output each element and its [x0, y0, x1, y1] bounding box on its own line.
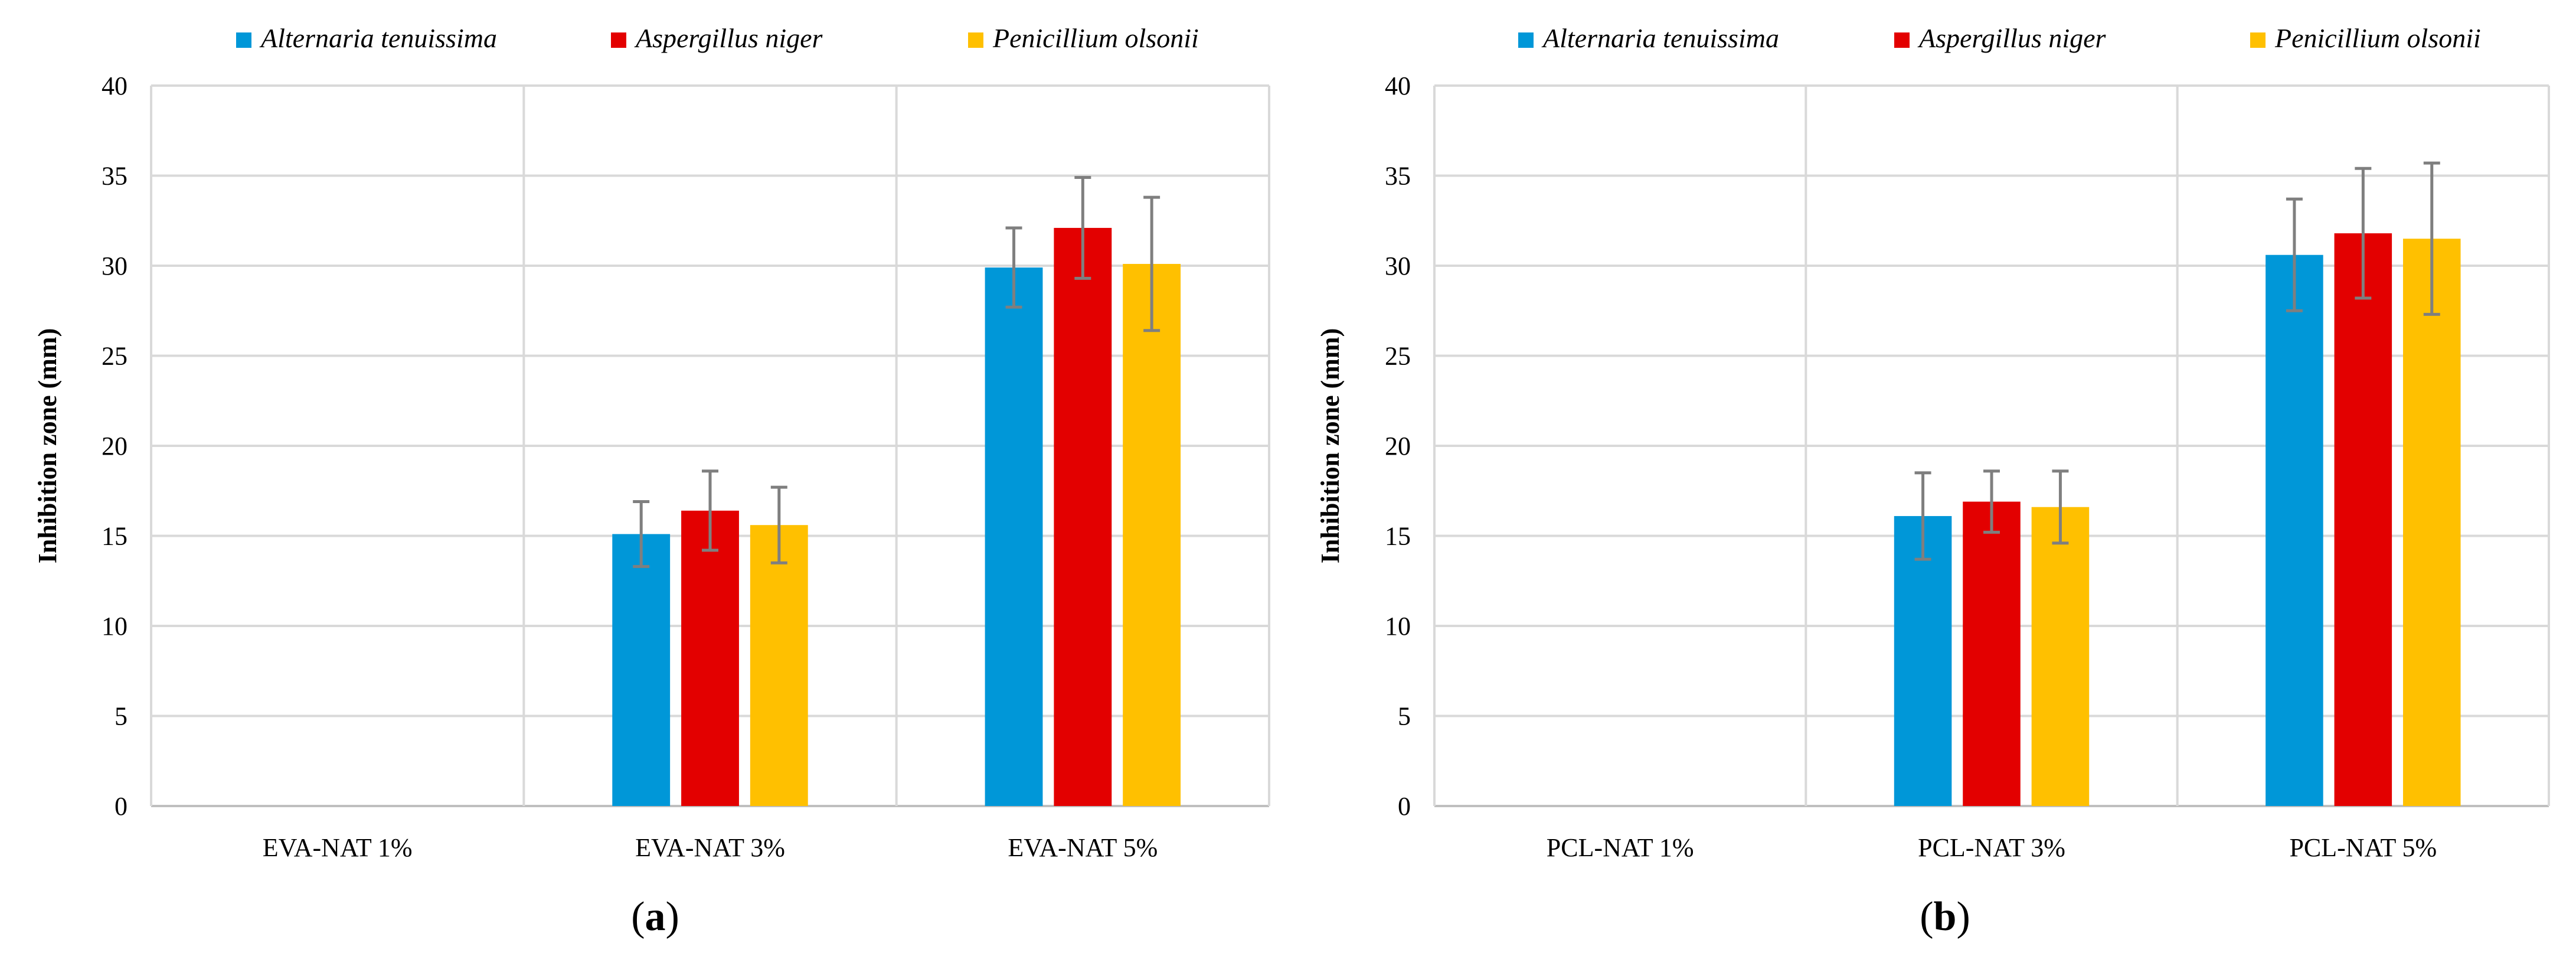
legend-swatch — [968, 32, 983, 48]
chart-panel-b: 0 5 10 15 20 25 30 35 40 PCL-NAT 1% PCL-NAT 3% PCL-… — [1316, 23, 2550, 939]
legend-label: Aspergillus niger — [1917, 23, 2107, 53]
bar — [985, 267, 1043, 806]
y-tick-label: 40 — [102, 71, 128, 100]
y-tick-label: 25 — [1385, 342, 1411, 371]
bar — [1123, 263, 1181, 806]
bar — [2031, 507, 2090, 806]
y-tick-label: 20 — [102, 432, 128, 461]
legend: Alternaria tenuissima Aspergillus niger Pe… — [236, 23, 1199, 53]
bar — [2266, 255, 2323, 806]
y-tick-label: 5 — [115, 702, 128, 731]
x-tick-label: PCL-NAT 3% — [1918, 833, 2065, 862]
bar — [2334, 233, 2392, 807]
y-tick-label: 40 — [1385, 71, 1411, 100]
legend-label: Penicillium olsonii — [2274, 23, 2481, 53]
legend-swatch — [611, 32, 626, 48]
y-tick-label: 5 — [1398, 702, 1411, 731]
y-tick-label: 20 — [1385, 432, 1411, 461]
x-tick-label: EVA-NAT 1% — [263, 833, 413, 862]
legend-label: Penicillium olsonii — [992, 23, 1199, 53]
y-tick-label: 10 — [102, 612, 128, 641]
y-tick-label: 25 — [102, 342, 128, 371]
bar — [1894, 515, 1952, 806]
bar — [750, 525, 808, 806]
legend-label: Alternaria tenuissima — [259, 23, 497, 53]
bar — [1054, 227, 1112, 806]
y-tick-label: 30 — [1385, 252, 1411, 280]
y-tick-label: 30 — [102, 252, 128, 280]
x-tick-label: EVA-NAT 5% — [1008, 833, 1158, 862]
legend-swatch — [236, 32, 251, 48]
y-tick-label: 35 — [102, 162, 128, 191]
y-tick-label: 35 — [1385, 162, 1411, 191]
bar — [1963, 501, 2021, 806]
legend-label: Alternaria tenuissima — [1541, 23, 1779, 53]
panel-label: (b) — [1920, 894, 1970, 939]
bar — [681, 510, 739, 806]
legend: Alternaria tenuissima Aspergillus niger Pe… — [1518, 23, 2481, 53]
y-tick-label: 15 — [1385, 522, 1411, 551]
y-axis-label: Inhibition zone (mm) — [33, 328, 62, 563]
y-tick-label: 0 — [1398, 792, 1411, 821]
legend-swatch — [1894, 32, 1910, 48]
x-tick-label: PCL-NAT 5% — [2289, 833, 2437, 862]
legend-swatch — [2250, 32, 2266, 48]
x-tick-label: EVA-NAT 3% — [635, 833, 785, 862]
chart-panel-a: 0 5 10 15 20 25 30 35 40 EVA-NAT 1% EVA-NAT 3% EVA-… — [33, 23, 1270, 939]
panel-label: (a) — [631, 894, 679, 939]
y-tick-label: 0 — [115, 792, 128, 821]
x-tick-label: PCL-NAT 1% — [1547, 833, 1694, 862]
y-tick-label: 15 — [102, 522, 128, 551]
legend-swatch — [1518, 32, 1534, 48]
y-tick-label: 10 — [1385, 612, 1411, 641]
y-axis-label: Inhibition zone (mm) — [1316, 328, 1345, 563]
bar — [612, 534, 671, 806]
bar — [2402, 239, 2461, 806]
legend-label: Aspergillus niger — [634, 23, 823, 53]
